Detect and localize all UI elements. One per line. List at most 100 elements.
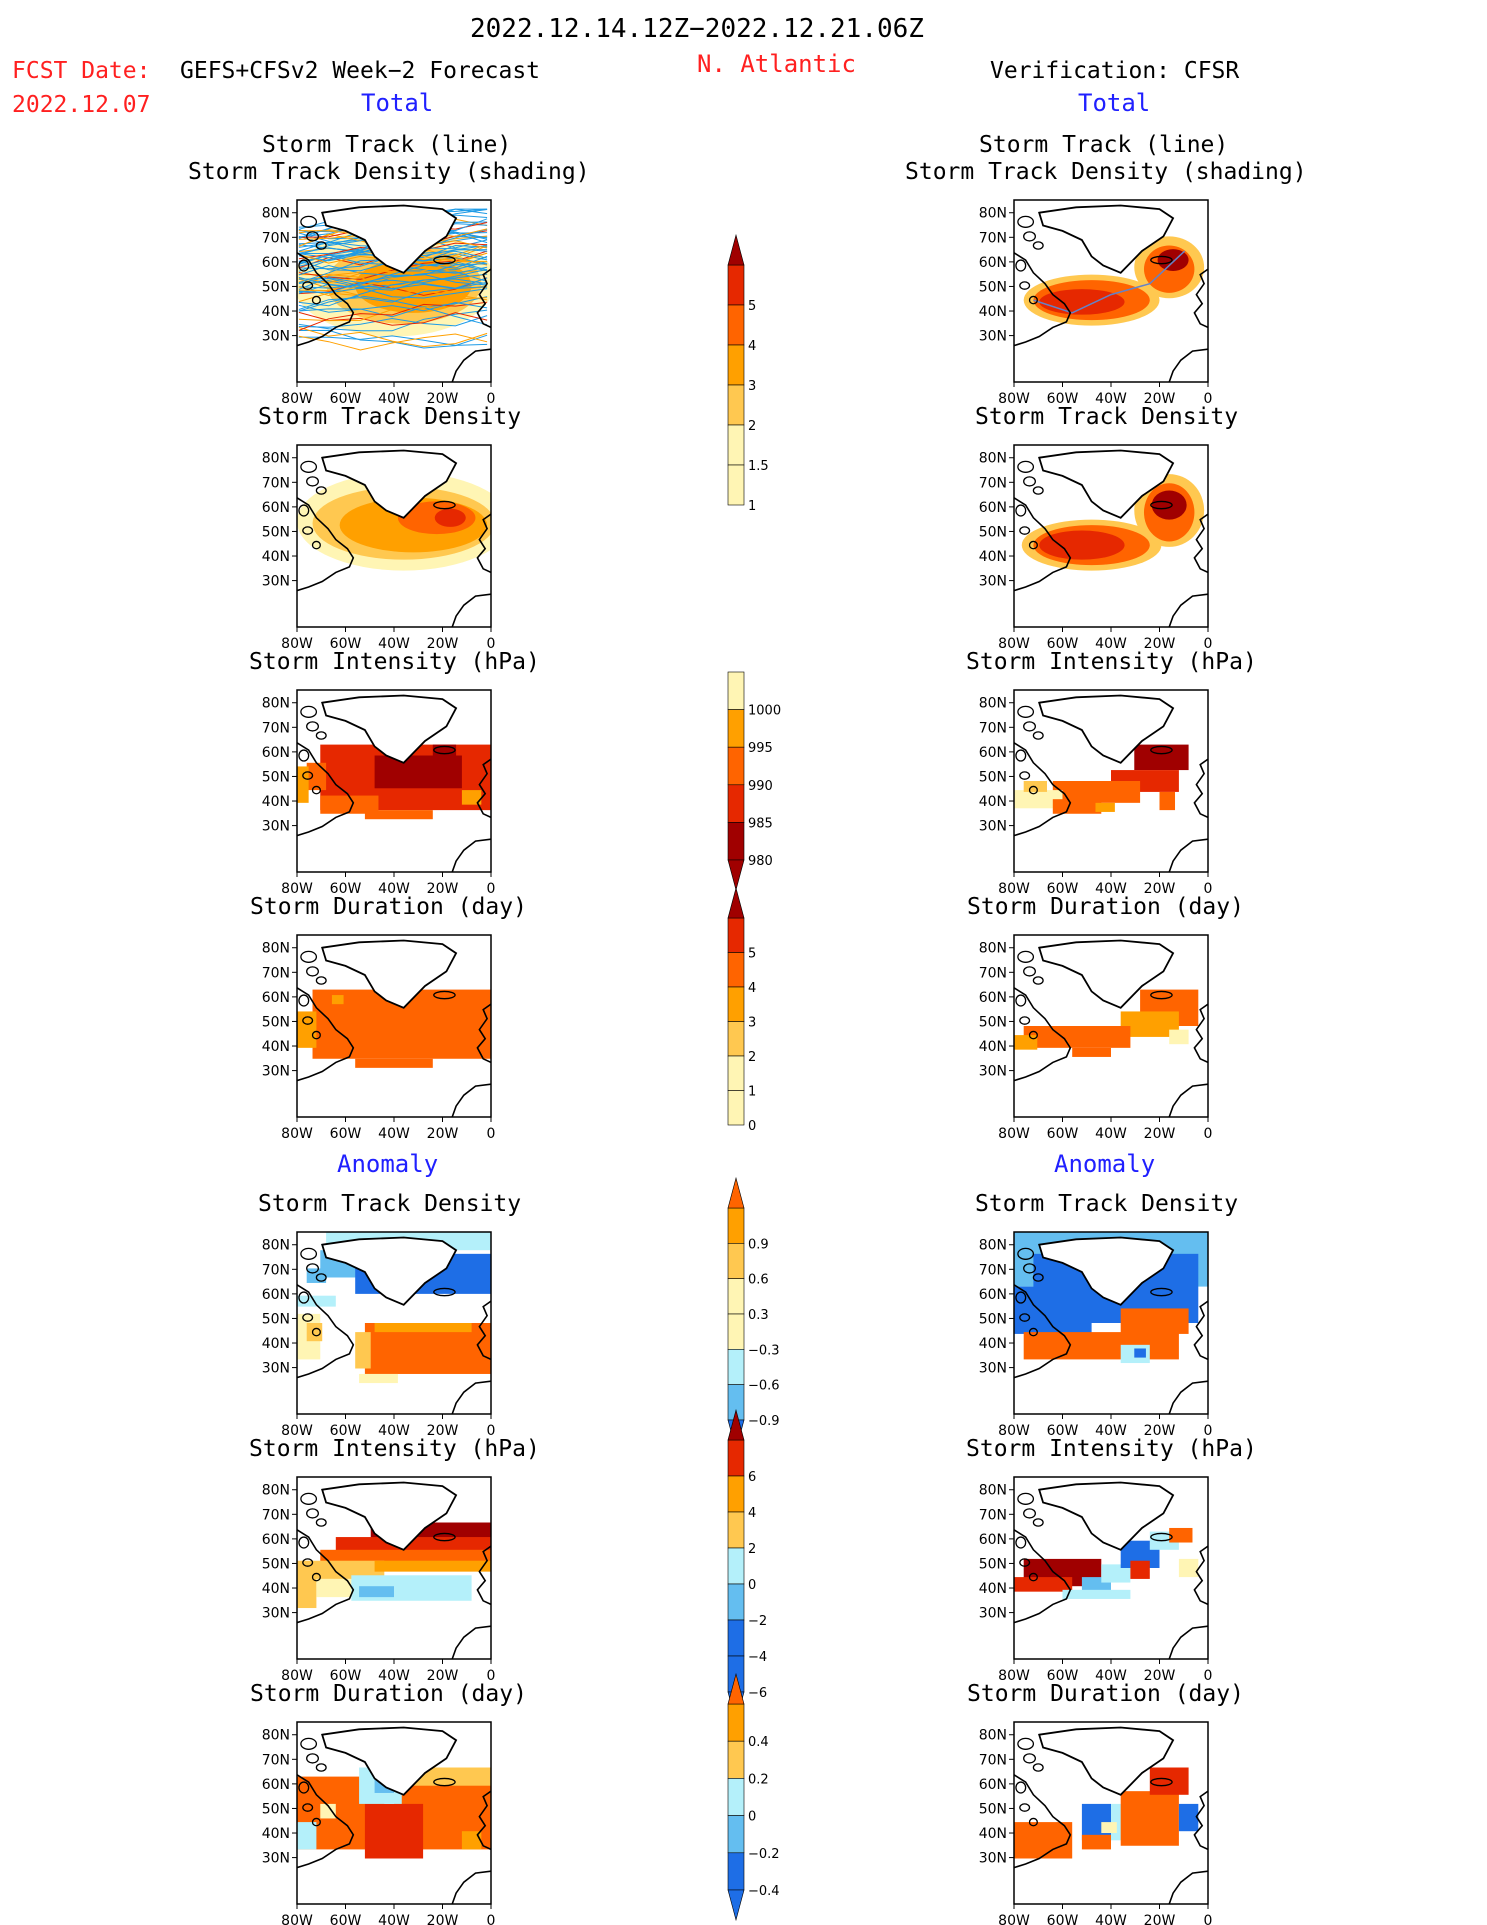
latitude-tick-label: 60N <box>262 1777 290 1793</box>
europe-coastline <box>1193 1003 1208 1064</box>
longitude-tick-label: 60W <box>330 1126 362 1142</box>
longitude-tick-label: 0 <box>1204 1126 1213 1142</box>
shading-cell <box>1052 781 1141 803</box>
latitude-tick-label: 70N <box>262 965 290 981</box>
arctic-island-coastline <box>302 1313 314 1322</box>
shading-cell <box>364 1803 424 1859</box>
arctic-island-coastline <box>1015 259 1027 272</box>
latitude-tick-label: 80N <box>979 696 1007 712</box>
arctic-island-coastline <box>306 1263 319 1274</box>
shading-cell <box>320 795 379 814</box>
colorbar-label: −0.6 <box>748 1379 780 1394</box>
latitude-tick-label: 50N <box>262 1801 290 1817</box>
storm-track-line <box>298 301 488 313</box>
colorbar-arrow <box>727 1408 745 1441</box>
latitude-tick-label: 30N <box>262 1851 290 1867</box>
arctic-island-coastline <box>315 731 327 740</box>
longitude-tick-label: 80W <box>281 1668 313 1684</box>
north-america-coastline <box>297 497 355 592</box>
arctic-island-coastline <box>1017 1247 1035 1260</box>
colorbar-label: 2 <box>748 1542 756 1557</box>
colorbar-arrow <box>727 1889 745 1922</box>
colorbar-label: 5 <box>748 947 756 962</box>
arctic-island-coastline <box>298 1536 310 1549</box>
longitude-tick-label: 20W <box>427 1423 459 1439</box>
latitude-tick-label: 50N <box>979 1014 1007 1030</box>
longitude-tick-label: 80W <box>998 1423 1030 1439</box>
europe-coastline <box>1193 758 1208 819</box>
latitude-tick-label: 50N <box>979 279 1007 295</box>
arctic-island-coastline <box>1019 771 1031 780</box>
africa-coastline <box>1168 1625 1208 1659</box>
iceland-coastline <box>433 1532 456 1542</box>
latitude-tick-label: 40N <box>979 1826 1007 1842</box>
iceland-coastline <box>433 255 456 265</box>
colorbar-label: 1.5 <box>748 459 769 474</box>
latitude-tick-label: 60N <box>979 1532 1007 1548</box>
latitude-tick-label: 40N <box>262 794 290 810</box>
colorbar-label: 1 <box>748 1085 756 1100</box>
longitude-tick-label: 20W <box>427 391 459 407</box>
arctic-island-coastline <box>302 1016 314 1025</box>
left-p3-title: Storm Intensity (hPa) <box>249 649 540 675</box>
colorbar-swatch <box>727 1583 745 1621</box>
colorbar-swatch <box>727 1349 745 1385</box>
greenland-coastline <box>1038 694 1175 764</box>
africa-coastline <box>451 1625 491 1659</box>
africa-coastline <box>451 348 491 382</box>
arctic-island-coastline <box>311 1327 321 1337</box>
duration-anomaly-colorbar: 0.4 0.2 0 −0.2 −0.4 <box>727 1672 780 1922</box>
shading-cell <box>1062 1589 1131 1599</box>
colorbar-label: 0.4 <box>748 1735 769 1750</box>
shading-cell <box>359 1586 394 1598</box>
longitude-tick-label: 0 <box>487 1423 496 1439</box>
colorbar-swatch <box>727 1207 745 1244</box>
colorbar-swatch <box>727 917 745 953</box>
right-p3-title: Storm Intensity (hPa) <box>966 649 1257 675</box>
left-p5-title: Storm Track Density <box>258 1191 522 1217</box>
arctic-island-coastline <box>1017 215 1035 228</box>
greenland-coastline <box>321 1726 458 1796</box>
map-panel: 80N 70N 60N 50N 40N 30N 80W 60W 40W 20W 0 <box>979 1231 1212 1439</box>
fcst-date-label: FCST Date: <box>12 58 151 84</box>
colorbar-label: 3 <box>748 1016 756 1031</box>
shading-cell <box>1169 1029 1189 1045</box>
longitude-tick-label: 40W <box>378 636 410 652</box>
greenland-coastline <box>321 1236 458 1306</box>
arctic-island-coastline <box>298 1781 310 1794</box>
shading-cell <box>1014 1822 1073 1859</box>
shading-cell <box>1159 791 1176 811</box>
longitude-tick-label: 80W <box>281 1126 313 1142</box>
storm-track-line <box>298 278 488 307</box>
latitude-tick-label: 40N <box>262 1581 290 1597</box>
latitude-tick-label: 70N <box>979 1262 1007 1278</box>
longitude-tick-label: 0 <box>487 391 496 407</box>
arctic-island-coastline <box>300 1247 318 1260</box>
arctic-island-coastline <box>1032 241 1044 250</box>
latitude-tick-label: 70N <box>979 720 1007 736</box>
colorbar-label: 0 <box>748 1119 756 1134</box>
colorbar-swatch <box>727 1313 745 1350</box>
arctic-island-coastline <box>1023 721 1036 732</box>
colorbar-swatch <box>727 264 745 306</box>
longitude-tick-label: 20W <box>427 1126 459 1142</box>
latitude-tick-label: 80N <box>979 941 1007 957</box>
longitude-tick-label: 0 <box>1204 881 1213 897</box>
latitude-tick-label: 40N <box>979 794 1007 810</box>
latitude-tick-label: 50N <box>262 524 290 540</box>
arctic-island-coastline <box>311 1030 321 1040</box>
latitude-tick-label: 60N <box>979 1287 1007 1303</box>
colorbar-swatch <box>727 384 745 426</box>
latitude-tick-label: 30N <box>262 1361 290 1377</box>
arctic-island-coastline <box>1028 540 1038 550</box>
north-america-coastline <box>297 987 355 1082</box>
latitude-tick-label: 70N <box>262 1752 290 1768</box>
shading-cell <box>335 1537 491 1552</box>
longitude-tick-label: 0 <box>487 1913 496 1925</box>
longitude-tick-label: 20W <box>1144 391 1176 407</box>
iceland-coastline <box>433 500 456 510</box>
longitude-tick-label: 40W <box>378 881 410 897</box>
arctic-island-coastline <box>1019 1803 1031 1812</box>
longitude-tick-label: 0 <box>1204 391 1213 407</box>
